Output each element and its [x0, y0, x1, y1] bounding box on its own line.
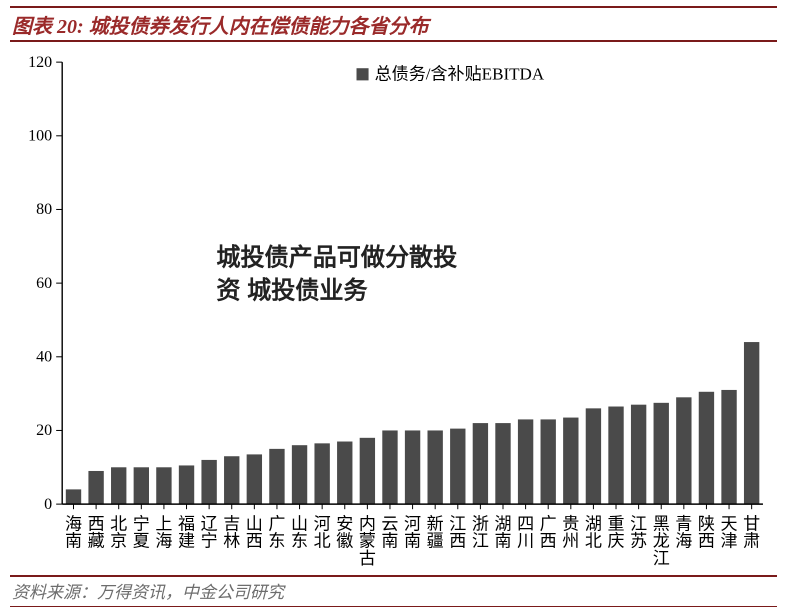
bar [269, 449, 284, 504]
x-category-label: 重庆 [607, 514, 624, 550]
bar [699, 392, 714, 504]
bar [292, 445, 307, 504]
bar [405, 430, 420, 504]
bar [134, 467, 149, 504]
x-category-label: 湖北 [585, 514, 602, 550]
bar [586, 408, 601, 504]
bar [247, 454, 262, 504]
bar [314, 443, 329, 504]
legend-marker [357, 68, 369, 80]
x-category-label: 山东 [291, 514, 308, 550]
bar [744, 342, 759, 504]
overlay-text-line-1: 城投债产品可做分散投 [216, 243, 458, 271]
bar [631, 405, 646, 504]
y-tick-label: 80 [36, 201, 52, 218]
bar [654, 403, 669, 504]
x-category-label: 江西 [449, 514, 466, 550]
x-category-label: 河北 [314, 514, 331, 550]
bar [427, 430, 442, 504]
bar [676, 397, 691, 504]
x-category-label: 浙江 [472, 514, 489, 550]
x-category-label: 上海 [155, 514, 172, 550]
bar [495, 423, 510, 504]
bar [450, 429, 465, 505]
x-category-label: 内蒙古 [359, 514, 376, 568]
chart-title: 图表 20: 城投债券发行人内在偿债能力各省分布 [12, 10, 429, 39]
y-tick-label: 100 [28, 127, 52, 144]
x-category-label: 安徽 [336, 514, 353, 550]
bar [518, 419, 533, 504]
x-category-label: 新疆 [427, 514, 444, 550]
y-tick-label: 60 [36, 275, 52, 292]
source-footer: 资料来源：万得资讯，中金公司研究 [12, 578, 284, 603]
x-category-label: 黑龙江 [653, 514, 670, 568]
x-category-label: 江苏 [630, 514, 647, 550]
x-category-label: 海南 [65, 514, 82, 550]
bar [179, 465, 194, 504]
x-category-label: 四川 [517, 514, 534, 550]
bar [563, 418, 578, 505]
bar [473, 423, 488, 504]
bar [608, 407, 623, 505]
y-tick-label: 40 [36, 348, 52, 365]
bar [360, 438, 375, 504]
x-category-label: 山西 [246, 514, 263, 550]
x-category-label: 河南 [404, 514, 421, 550]
x-category-label: 广东 [268, 514, 285, 550]
x-category-label: 宁夏 [133, 514, 150, 550]
legend-label: 总债务/含补贴EBITDA [375, 64, 545, 83]
x-category-label: 北京 [110, 514, 127, 550]
x-category-label: 湖南 [494, 514, 511, 550]
bar-chart: 0 20 40 60 80 100 120 海南西藏北京宁夏上海福建辽宁吉林山西广东山东河北安… [12, 52, 775, 569]
y-tick-label: 120 [28, 54, 52, 71]
x-category-label: 青海 [675, 514, 692, 550]
bar [156, 467, 171, 504]
x-category-label: 福建 [178, 514, 195, 550]
x-category-label: 广西 [540, 514, 557, 550]
bar [541, 419, 556, 504]
y-tick-label: 0 [44, 496, 52, 513]
bar [337, 442, 352, 505]
x-category-label: 西藏 [88, 514, 105, 550]
x-category-label: 陕西 [698, 514, 715, 550]
x-category-label: 贵州 [562, 514, 579, 550]
x-category-label: 甘肃 [743, 514, 760, 550]
bar [382, 430, 397, 504]
x-category-label: 辽宁 [201, 514, 218, 550]
bar [66, 489, 81, 504]
bar [201, 460, 216, 504]
bar [111, 467, 126, 504]
bar [88, 471, 103, 504]
x-category-label: 云南 [381, 514, 398, 550]
x-category-label: 吉林 [223, 514, 240, 550]
y-tick-label: 20 [36, 422, 52, 439]
overlay-text-line-2: 资 城投债业务 [216, 276, 368, 304]
bar [224, 456, 239, 504]
bar [721, 390, 736, 504]
x-category-label: 天津 [721, 514, 738, 550]
